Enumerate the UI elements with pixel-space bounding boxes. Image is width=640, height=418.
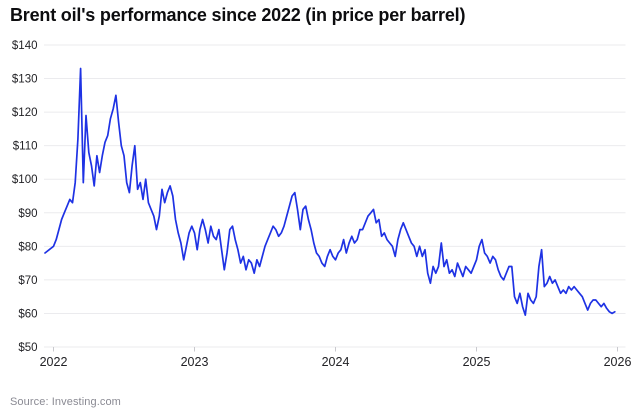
svg-text:$110: $110: [13, 141, 38, 153]
svg-text:$130: $130: [12, 74, 38, 86]
svg-text:2026: 2026: [604, 355, 632, 369]
svg-text:$50: $50: [18, 342, 37, 354]
svg-text:2022: 2022: [40, 355, 68, 369]
svg-text:$80: $80: [18, 241, 37, 253]
svg-text:2024: 2024: [322, 355, 350, 369]
svg-text:$70: $70: [18, 275, 37, 287]
svg-text:$60: $60: [18, 308, 37, 320]
svg-text:2025: 2025: [463, 355, 491, 369]
source-note: Source: Investing.com: [10, 396, 121, 408]
svg-text:$120: $120: [12, 107, 38, 119]
svg-text:2023: 2023: [181, 355, 209, 369]
svg-text:$140: $140: [12, 40, 38, 52]
svg-text:$90: $90: [18, 208, 37, 220]
chart-title: Brent oil's performance since 2022 (in p…: [10, 5, 466, 25]
svg-text:$100: $100: [12, 174, 38, 186]
